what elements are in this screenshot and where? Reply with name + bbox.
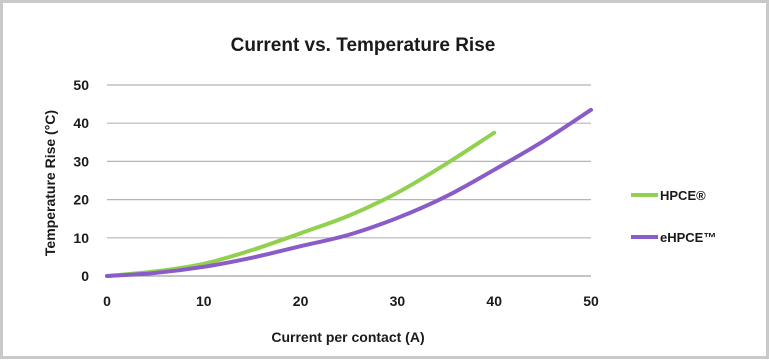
chart-svg: Current vs. Temperature Rise 0 10 20 30 40 50…: [42, 35, 716, 345]
x-axis-title: Current per contact (A): [271, 329, 424, 345]
x-tick-label: 50: [583, 293, 599, 309]
y-axis-title: Temperature Rise (°C): [42, 110, 58, 256]
tick-labels: 0 10 20 30 40 50 0 10 20 30 40 50: [73, 77, 599, 309]
y-tick-label: 30: [73, 153, 89, 169]
series-lines: [105, 107, 593, 278]
y-tick-label: 50: [73, 77, 89, 93]
series-line-1: [105, 107, 593, 278]
legend-label-0: HPCE®: [660, 188, 706, 203]
grid-lines: [107, 84, 591, 277]
x-tick-label: 40: [486, 293, 502, 309]
y-tick-label: 20: [73, 192, 89, 208]
legend-label-1: eHPCE™: [660, 230, 716, 245]
chart-title: Current vs. Temperature Rise: [231, 35, 496, 56]
x-tick-label: 30: [390, 293, 406, 309]
x-tick-label: 20: [293, 293, 309, 309]
x-tick-label: 0: [103, 293, 111, 309]
legend: HPCE® eHPCE™: [631, 188, 716, 245]
x-tick-label: 10: [196, 293, 212, 309]
y-tick-label: 10: [73, 230, 89, 246]
y-tick-label: 40: [73, 115, 89, 131]
series-line-0: [105, 130, 497, 278]
y-tick-label: 0: [81, 268, 89, 284]
